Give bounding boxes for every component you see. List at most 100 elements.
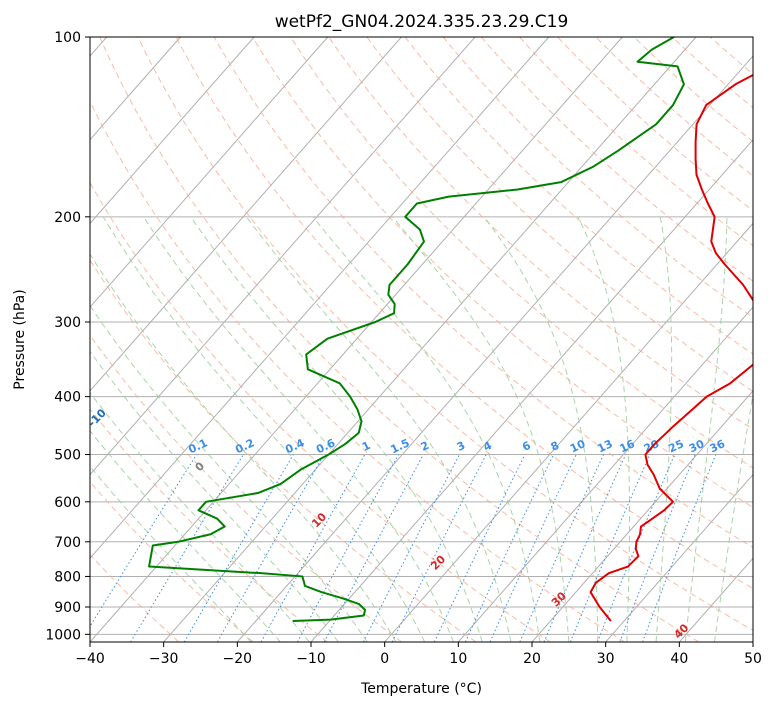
x-axis-label: Temperature (°C) — [360, 681, 482, 697]
dry-adiabat — [175, 37, 753, 590]
moist-adiabat — [90, 465, 252, 642]
mixing-ratio-line — [323, 454, 424, 642]
moist-adiabat — [684, 216, 728, 642]
moist-adiabat — [90, 429, 281, 642]
y-tick-label: 100 — [54, 30, 81, 46]
x-axis-ticks: −40 −30 −20 −10 0 10 20 30 40 50 — [75, 642, 762, 667]
y-axis-label: Pressure (hPa) — [12, 289, 28, 389]
mixing-ratio-label: 0.1 — [186, 436, 209, 456]
y-tick-label: 600 — [54, 495, 81, 511]
dry-adiabat-label: 20 — [428, 553, 448, 573]
mixing-ratio-label: 1.5 — [388, 436, 411, 456]
mixing-ratio-label: 0.6 — [314, 436, 337, 456]
isotherm-line — [90, 37, 476, 476]
moist-adiabat — [245, 216, 512, 642]
x-tick-label: −20 — [223, 651, 253, 667]
isotherm-line — [90, 37, 255, 225]
dry-adiabat — [328, 37, 753, 430]
mixing-ratio-line — [489, 454, 577, 642]
mixing-ratio-label: 0.2 — [233, 436, 256, 456]
mixing-ratio-line — [619, 454, 696, 642]
mixing-ratio-label: 4 — [481, 439, 494, 454]
y-tick-label: 500 — [54, 448, 81, 464]
y-tick-label: 400 — [54, 390, 81, 406]
x-tick-label: 50 — [744, 651, 762, 667]
dry-adiabat — [442, 37, 753, 319]
moist-adiabat — [90, 350, 339, 642]
dry-adiabat — [90, 408, 328, 642]
y-tick-label: 700 — [54, 535, 81, 551]
mixing-ratio-label: 6 — [520, 439, 533, 454]
y-tick-label: 1000 — [45, 627, 81, 643]
mixing-ratio-label: 13 — [595, 437, 614, 455]
chart-title: wetPf2_GN04.2024.335.23.29.C19 — [275, 12, 569, 32]
isotherm-line — [457, 306, 753, 642]
dry-adiabat — [557, 37, 753, 212]
x-tick-label: 10 — [449, 651, 467, 667]
moist-adiabat — [312, 216, 541, 642]
mixing-ratio-line — [297, 454, 399, 642]
y-tick-label: 900 — [54, 600, 81, 616]
x-tick-label: 0 — [380, 651, 389, 667]
isotherm-line — [90, 37, 550, 560]
isotherm-line — [605, 473, 753, 642]
isotherm-line — [384, 222, 753, 642]
mixing-ratio-label: 1 — [360, 439, 372, 454]
isotherm-line — [752, 641, 753, 642]
mixing-ratio-label: 30 — [687, 437, 707, 455]
isotherm-line — [90, 37, 181, 141]
y-tick-label: 200 — [54, 210, 81, 226]
mixing-ratio-line — [362, 454, 460, 642]
dry-adiabat — [90, 259, 477, 642]
dry-adiabat — [709, 37, 753, 75]
isotherm-line — [90, 37, 329, 308]
mixing-ratio-label: 16 — [618, 437, 638, 455]
isotherm-line — [163, 37, 697, 642]
dry-adiabat — [290, 37, 753, 469]
background-lines — [90, 37, 753, 642]
dry-adiabat — [90, 481, 254, 642]
mixing-ratio-line — [183, 454, 294, 642]
dry-adiabat — [90, 181, 551, 642]
moist-adiabat — [392, 216, 570, 642]
y-tick-label: 300 — [54, 315, 81, 331]
mixing-ratio-label: 36 — [708, 437, 728, 455]
profile-series — [148, 37, 753, 623]
dry-adiabat — [366, 37, 753, 393]
isotherm-line — [90, 37, 402, 392]
mixing-ratio-label: 8 — [549, 439, 561, 454]
x-tick-label: 40 — [670, 651, 688, 667]
mixing-ratio-line — [519, 454, 605, 642]
mixing-ratio-line — [90, 454, 197, 628]
x-tick-label: −40 — [75, 651, 105, 667]
isotherm-line — [236, 55, 753, 642]
moist-adiabat — [483, 216, 599, 642]
x-tick-label: −30 — [149, 651, 179, 667]
dry-adiabat — [99, 37, 700, 642]
dry-adiabat-label: 40 — [671, 621, 691, 641]
mixing-ratio-label: 3 — [455, 439, 467, 454]
mixing-ratio-line — [642, 454, 717, 642]
dewpoint-profile-line — [148, 37, 685, 623]
dry-adiabat — [519, 37, 753, 247]
moist-adiabat — [102, 216, 426, 642]
moist-adiabat — [143, 216, 454, 642]
mixing-ratio-label: 2 — [419, 439, 431, 454]
x-tick-label: −10 — [296, 651, 326, 667]
mixing-ratio-line — [569, 454, 651, 642]
dry-adiabat — [213, 37, 753, 549]
moist-adiabat — [90, 304, 368, 642]
moist-adiabat — [190, 216, 483, 642]
mixing-ratio-label: 0.4 — [283, 436, 306, 456]
dry-adiabat — [90, 334, 403, 642]
x-tick-label: 30 — [597, 651, 615, 667]
dry-adiabat — [90, 100, 625, 642]
moist-adiabat — [90, 391, 310, 642]
moist-adiabat — [577, 216, 631, 642]
mixing-ratio-label: 25 — [666, 437, 685, 455]
mixing-ratio-label: 10 — [568, 437, 588, 455]
temperature-profile-line — [589, 73, 753, 622]
isotherm-line — [310, 138, 753, 642]
